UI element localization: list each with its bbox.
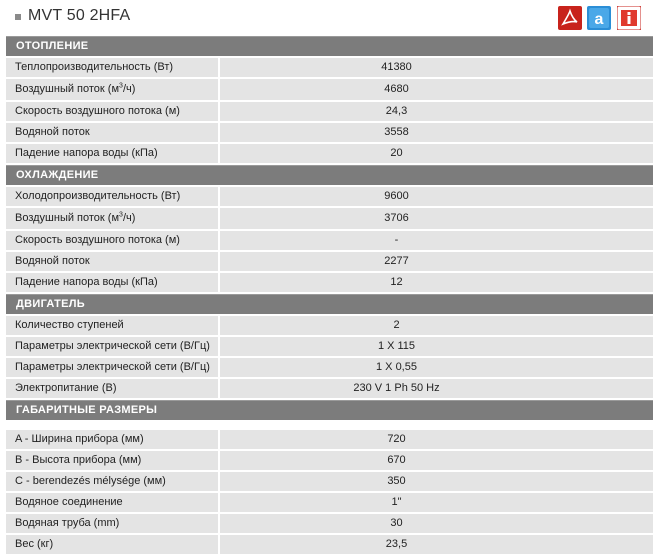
table-row: Вес (кг) 23,5 bbox=[6, 535, 653, 554]
autocad-icon[interactable]: a bbox=[587, 6, 611, 30]
section-dimensions-header: ГАБАРИТНЫЕ РАЗМЕРЫ bbox=[6, 400, 653, 420]
spec-table: ОТОПЛЕНИЕ Теплопроизводительность (Вт) 4… bbox=[6, 36, 653, 556]
table-row: B - Высота прибора (мм) 670 bbox=[6, 451, 653, 470]
table-row: Падение напора воды (кПа) 12 bbox=[6, 273, 653, 292]
section-cooling-header: ОХЛАЖДЕНИЕ bbox=[6, 165, 653, 185]
section-heating-header: ОТОПЛЕНИЕ bbox=[6, 36, 653, 56]
title-bar: MVT 50 2HFA a bbox=[0, 0, 653, 36]
table-row: Водяное соединение 1" bbox=[6, 493, 653, 512]
table-row: Электропитание (В) 230 V 1 Ph 50 Hz bbox=[6, 379, 653, 398]
table-row: Теплопроизводительность (Вт) 41380 bbox=[6, 58, 653, 77]
table-row: Водяной поток 3558 bbox=[6, 123, 653, 142]
info-icon[interactable] bbox=[617, 6, 641, 30]
section-motor-header: ДВИГАТЕЛЬ bbox=[6, 294, 653, 314]
table-row: C - berendezés mélysége (мм) 350 bbox=[6, 472, 653, 491]
table-row: Скорость воздушного потока (м) - bbox=[6, 231, 653, 250]
svg-text:a: a bbox=[595, 11, 604, 28]
table-row: Водяной поток 2277 bbox=[6, 252, 653, 271]
table-row: Холодопроизводительность (Вт) 9600 bbox=[6, 187, 653, 206]
table-row: Водяная труба (mm) 30 bbox=[6, 514, 653, 533]
bullet-icon bbox=[15, 14, 21, 20]
table-row: Скорость воздушного потока (м) 24,3 bbox=[6, 102, 653, 121]
table-row: Воздушный поток (м3/ч) 4680 bbox=[6, 79, 653, 100]
table-row: A - Ширина прибора (мм) 720 bbox=[6, 430, 653, 449]
table-row: Параметры электрической сети (В/Гц) 1 X … bbox=[6, 358, 653, 377]
pdf-icon[interactable] bbox=[558, 6, 582, 30]
table-row: Параметры электрической сети (В/Гц) 1 X … bbox=[6, 337, 653, 356]
table-row: Воздушный поток (м3/ч) 3706 bbox=[6, 208, 653, 229]
table-row: Количество ступеней 2 bbox=[6, 316, 653, 335]
table-row: Падение напора воды (кПа) 20 bbox=[6, 144, 653, 163]
page-title: MVT 50 2HFA bbox=[28, 7, 131, 24]
